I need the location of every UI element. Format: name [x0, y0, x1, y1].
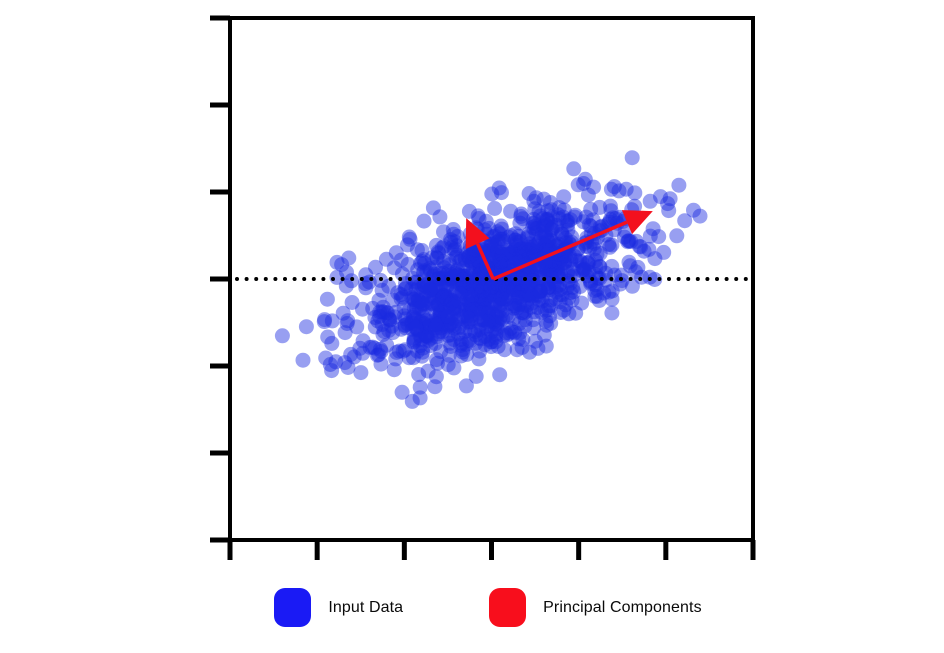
pc1-arrow — [492, 210, 653, 281]
pc2-arrow — [465, 218, 495, 280]
legend-item-input-data: Input Data — [274, 588, 403, 627]
principal-component-arrows — [465, 210, 653, 281]
principal-components-label: Principal Components — [543, 598, 702, 616]
principal-components-swatch — [489, 588, 527, 627]
axes — [210, 15, 756, 560]
input-data-swatch — [274, 588, 312, 627]
input-data-label: Input Data — [328, 598, 404, 616]
chart-legend: Input Data Principal Components — [16, 588, 944, 627]
scatter-points — [274, 150, 708, 409]
legend-item-principal-components: Principal Components — [489, 588, 702, 627]
